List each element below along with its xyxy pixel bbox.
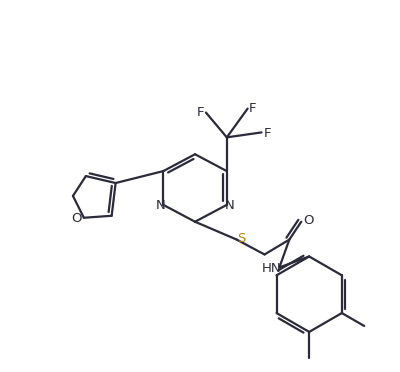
Text: F: F: [264, 127, 271, 140]
Text: HN: HN: [262, 262, 281, 275]
Text: N: N: [156, 199, 165, 212]
Text: N: N: [225, 199, 235, 212]
Text: O: O: [303, 214, 314, 227]
Text: F: F: [197, 106, 205, 119]
Text: F: F: [249, 102, 256, 115]
Text: O: O: [72, 212, 82, 225]
Text: S: S: [238, 232, 246, 245]
